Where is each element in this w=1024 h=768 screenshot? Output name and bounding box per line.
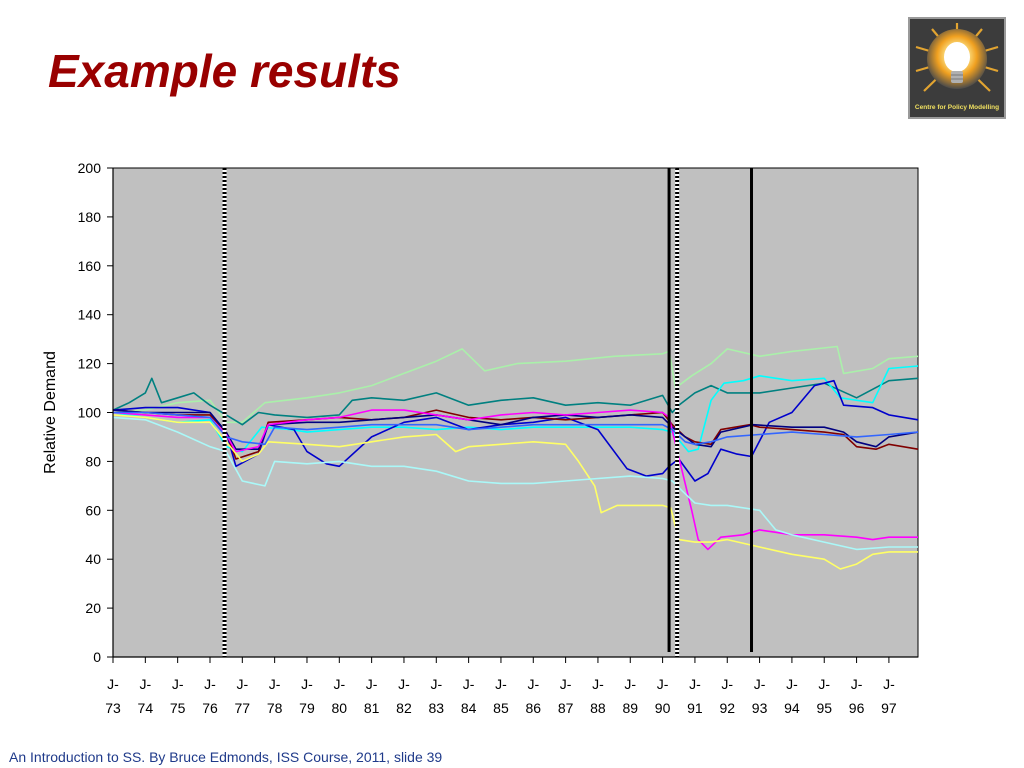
- x-tick-label: J-: [592, 676, 604, 692]
- slide-title: Example results: [48, 45, 401, 97]
- x-tick-label: J-: [851, 676, 863, 692]
- x-tick-label: 81: [364, 700, 380, 716]
- x-tick-label: 97: [881, 700, 897, 716]
- x-tick-label: J-: [721, 676, 733, 692]
- x-tick-label: 92: [719, 700, 735, 716]
- x-tick-label: 95: [816, 700, 832, 716]
- x-tick-label: 87: [558, 700, 574, 716]
- x-tick-label: J-: [495, 676, 507, 692]
- x-tick-label: 86: [525, 700, 541, 716]
- x-tick-label: 85: [493, 700, 509, 716]
- x-tick-label: 79: [299, 700, 315, 716]
- y-tick-label: 20: [85, 600, 101, 616]
- x-tick-label: 84: [461, 700, 477, 716]
- x-tick-label: J-: [657, 676, 669, 692]
- x-tick-label: J-: [754, 676, 766, 692]
- logo-caption: Centre for Policy Modelling: [914, 104, 1000, 111]
- x-tick-label: J-: [430, 676, 442, 692]
- series-line-8: [112, 414, 918, 570]
- x-tick-label: 73: [105, 700, 121, 716]
- light-bulb-icon: [910, 19, 1004, 117]
- x-tick-label: J-: [624, 676, 636, 692]
- x-tick-label: J-: [527, 676, 539, 692]
- x-tick-label: 75: [170, 700, 186, 716]
- x-tick-label: J-: [786, 676, 798, 692]
- y-tick-label: 160: [78, 258, 102, 274]
- x-tick-label: 90: [655, 700, 671, 716]
- x-tick-label: 93: [752, 700, 768, 716]
- x-tick-label: 78: [267, 700, 283, 716]
- series-line-9: [112, 416, 918, 551]
- x-tick-label: J-: [689, 676, 701, 692]
- x-tick-label: J-: [236, 676, 248, 692]
- x-tick-label: J-: [107, 676, 119, 692]
- x-tick-label: J-: [560, 676, 572, 692]
- x-tick-label: J-: [269, 676, 281, 692]
- x-tick-label: J-: [139, 676, 151, 692]
- x-tick-label: 96: [849, 700, 865, 716]
- x-tick-label: J-: [172, 676, 184, 692]
- y-axis-label: Relative Demand: [42, 351, 59, 474]
- y-tick-label: 200: [78, 160, 102, 176]
- y-tick-label: 0: [93, 649, 101, 665]
- x-tick-label: 83: [429, 700, 445, 716]
- y-tick-label: 100: [78, 405, 102, 421]
- y-tick-label: 180: [78, 209, 102, 225]
- y-tick-label: 60: [85, 502, 101, 518]
- series-line-5: [112, 409, 919, 460]
- x-tick-label: 89: [622, 700, 638, 716]
- logo: Centre for Policy Modelling: [908, 17, 1006, 119]
- x-tick-label: 82: [396, 700, 412, 716]
- x-tick-label: 76: [202, 700, 218, 716]
- line-chart: 0 20 40 60 80 100 120 140 160 180 200 J- 73 J- 74 J- 75 J…: [42, 160, 919, 716]
- x-tick-label: J-: [883, 676, 895, 692]
- plot-area: [112, 167, 919, 658]
- x-tick-label: 94: [784, 700, 800, 716]
- series-line-10: [113, 411, 919, 446]
- series-line-2: [112, 377, 919, 426]
- x-tick-label: J-: [398, 676, 410, 692]
- series-line-3: [112, 365, 919, 453]
- series-line-7: [112, 409, 918, 551]
- x-tick-label: J-: [818, 676, 830, 692]
- slide-footer: An Introduction to SS. By Bruce Edmonds,…: [9, 749, 443, 765]
- y-tick-label: 80: [85, 453, 101, 469]
- x-tick-label: J-: [301, 676, 313, 692]
- y-tick-label: 140: [78, 307, 102, 323]
- x-tick-label: J-: [463, 676, 475, 692]
- x-tick-label: J-: [366, 676, 378, 692]
- x-tick-label: J-: [204, 676, 216, 692]
- x-tick-label: 88: [590, 700, 606, 716]
- y-tick-label: 120: [78, 356, 102, 372]
- x-tick-label: J-: [333, 676, 345, 692]
- y-tick-label: 40: [85, 551, 101, 567]
- x-tick-label: 80: [332, 700, 348, 716]
- x-tick-label: 77: [235, 700, 251, 716]
- x-tick-label: 74: [138, 700, 154, 716]
- x-tick-label: 91: [687, 700, 703, 716]
